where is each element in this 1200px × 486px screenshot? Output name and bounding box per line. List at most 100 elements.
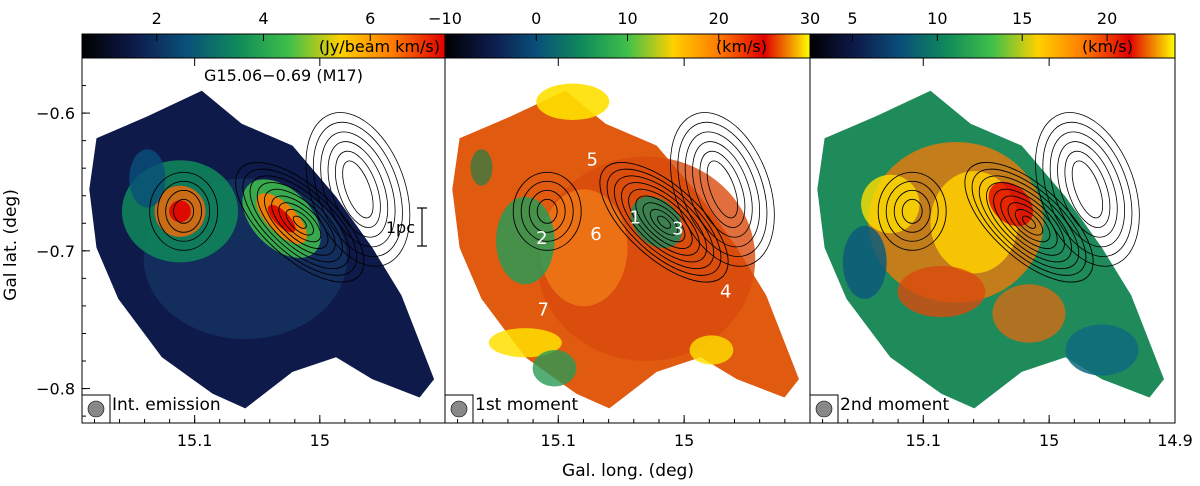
contour-line (1035, 112, 1140, 267)
contour-line (692, 141, 753, 238)
map-patch (496, 196, 555, 285)
y-tick-label: −0.7 (36, 242, 75, 261)
beam-box-int-emission (81, 394, 111, 424)
contour-line (342, 160, 374, 219)
contour-line (901, 198, 923, 224)
beam-box-1st-moment (444, 394, 474, 424)
contour-line (1014, 208, 1044, 236)
contour-line (1042, 121, 1133, 257)
contour-line (993, 188, 1065, 256)
contour-line (249, 175, 350, 270)
colorbar-tick-label: 5 (847, 9, 857, 28)
panel-int-emission: (Jy/beam km/s) 2 4 6 G15.06−0.69 (M17) Int… (36, 9, 446, 450)
dispersion-map (817, 90, 1164, 409)
contour-line (677, 121, 768, 257)
map-patch (861, 174, 920, 234)
colorbar-unit-2nd-moment: (km/s) (1082, 37, 1133, 56)
x-tick-label: 14.9 (1157, 431, 1193, 450)
contour-line (1007, 202, 1051, 243)
region-label: 1 (629, 207, 640, 228)
contour-line (635, 195, 693, 249)
contour-line (1057, 141, 1118, 238)
panel-2nd-moment: (km/s) 5 10 15 20 2nd moment 15.1 15 14.9 (809, 9, 1193, 450)
contour-line (1064, 150, 1111, 228)
x-tick-label: 15.1 (905, 431, 941, 450)
contour-line (986, 182, 1072, 263)
map-patch (488, 328, 562, 358)
contour-line (327, 141, 389, 238)
x-tick-label: 15 (1039, 431, 1059, 450)
colorbar-tick-label: 15 (1012, 9, 1032, 28)
y-axis-title: Gal lat. (deg) (1, 189, 21, 301)
beam-2nd-moment (815, 400, 833, 418)
frame-2nd-moment (809, 57, 1176, 424)
map-patch (532, 350, 577, 387)
contour-line (606, 168, 722, 276)
contour-line (893, 189, 931, 233)
map-patch (992, 284, 1066, 343)
colorbar-2nd-moment (809, 33, 1176, 59)
colorbar-ticks-int-emission: 2 4 6 (152, 9, 375, 41)
contour-line (649, 208, 679, 236)
beam-box-2nd-moment (809, 394, 839, 424)
intensity-map (89, 90, 435, 409)
corner-label-1st-moment: 1st moment (475, 395, 578, 415)
x-axis-title: Gal. long. (deg) (562, 461, 694, 481)
contour-line (165, 189, 203, 233)
contour-line (235, 161, 365, 283)
x-ticks-int-emission: 15.1 15 (94, 58, 446, 450)
contour-line (657, 215, 671, 229)
contour-line (978, 175, 1080, 270)
x-tick-label: 15 (674, 431, 694, 450)
map-patch (1065, 324, 1139, 376)
contour-line (264, 188, 336, 256)
contour-line (628, 188, 700, 256)
contour-line (670, 112, 775, 267)
x-ticks-2nd-moment: 15.1 15 14.9 (822, 58, 1193, 450)
x-tick-label: 15 (310, 431, 330, 450)
colorbar-tick-label: 10 (617, 9, 637, 28)
colorbar-tick-label: 10 (927, 9, 947, 28)
contour-line (706, 160, 739, 219)
contour-line (292, 215, 307, 229)
colorbar-tick-label: 20 (1097, 9, 1117, 28)
contour-line (256, 182, 343, 263)
colorbar-ticks-2nd-moment: 5 10 15 20 (847, 9, 1117, 41)
region-label: 6 (590, 224, 601, 245)
region-label: 3 (672, 218, 683, 239)
velocity-map (452, 83, 799, 409)
colorbar-ticks-1st-moment: −10 0 10 20 30 (428, 9, 820, 41)
contour-line (885, 180, 939, 242)
contour-line (320, 131, 396, 248)
contour-line (271, 195, 329, 249)
colorbar-tick-label: −10 (428, 9, 462, 28)
contour-line (971, 168, 1087, 276)
colorbar-unit-1st-moment: (km/s) (716, 37, 767, 56)
colorbar-tick-label: 30 (800, 9, 820, 28)
map-patch (539, 189, 628, 307)
contour-line (699, 150, 746, 228)
region-label: 2 (536, 228, 547, 249)
contour-line (173, 198, 195, 224)
contour-line (305, 112, 411, 267)
contour-line (278, 202, 322, 243)
contour-line (536, 198, 558, 224)
contour-line (157, 180, 211, 242)
contour-line (877, 171, 947, 251)
contour-line (149, 171, 219, 251)
colorbar-tick-label: 20 (709, 9, 729, 28)
region-labels: 1 2 3 4 5 6 7 (536, 149, 731, 320)
map-patch (129, 149, 166, 208)
contour-line (1000, 195, 1058, 249)
contour-line (599, 161, 729, 283)
source-label: G15.06−0.69 (M17) (204, 66, 363, 85)
colorbar-tick-label: 6 (365, 9, 375, 28)
x-tick-label: 15.1 (540, 431, 576, 450)
contours-int-emission (149, 112, 411, 283)
corner-label-int-emission: Int. emission (112, 395, 221, 415)
colorbar-unit-int-emission: (Jy/beam km/s) (319, 37, 440, 56)
contour-line (334, 150, 381, 228)
contours-1st-moment (512, 112, 775, 283)
contour-line (621, 182, 707, 263)
